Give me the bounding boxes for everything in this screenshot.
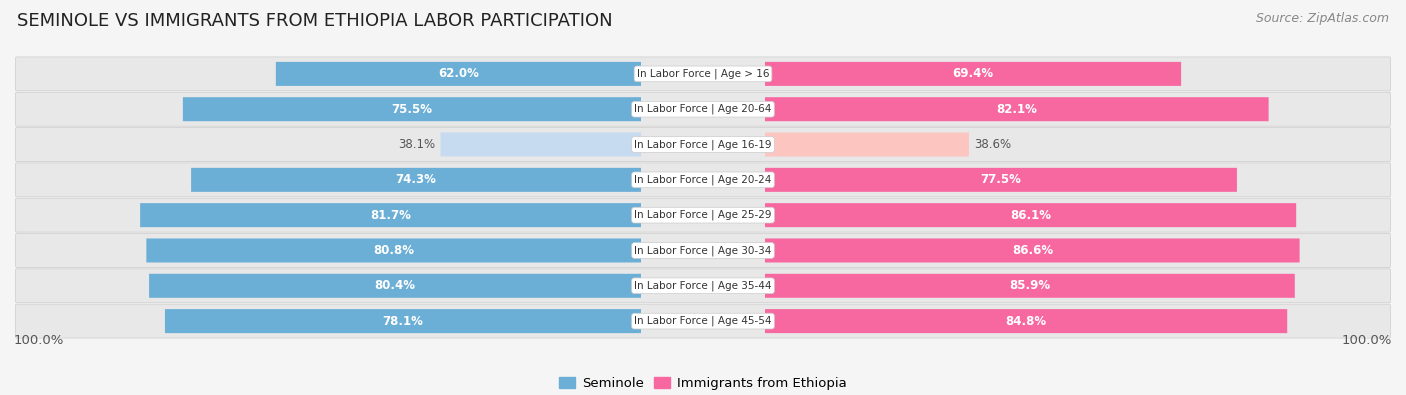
Text: SEMINOLE VS IMMIGRANTS FROM ETHIOPIA LABOR PARTICIPATION: SEMINOLE VS IMMIGRANTS FROM ETHIOPIA LAB…	[17, 12, 613, 30]
Text: In Labor Force | Age 35-44: In Labor Force | Age 35-44	[634, 280, 772, 291]
FancyBboxPatch shape	[15, 92, 1391, 126]
FancyBboxPatch shape	[141, 203, 641, 227]
FancyBboxPatch shape	[276, 62, 641, 86]
FancyBboxPatch shape	[765, 62, 1181, 86]
Text: 78.1%: 78.1%	[382, 314, 423, 327]
FancyBboxPatch shape	[765, 132, 969, 156]
FancyBboxPatch shape	[765, 239, 1299, 263]
FancyBboxPatch shape	[765, 97, 1268, 121]
FancyBboxPatch shape	[15, 304, 1391, 338]
Text: 62.0%: 62.0%	[439, 68, 479, 81]
FancyBboxPatch shape	[765, 274, 1295, 298]
Text: In Labor Force | Age 25-29: In Labor Force | Age 25-29	[634, 210, 772, 220]
Text: 86.1%: 86.1%	[1010, 209, 1052, 222]
FancyBboxPatch shape	[191, 168, 641, 192]
FancyBboxPatch shape	[15, 233, 1391, 267]
Text: In Labor Force | Age 30-34: In Labor Force | Age 30-34	[634, 245, 772, 256]
Text: In Labor Force | Age 16-19: In Labor Force | Age 16-19	[634, 139, 772, 150]
Text: In Labor Force | Age 20-24: In Labor Force | Age 20-24	[634, 175, 772, 185]
FancyBboxPatch shape	[15, 269, 1391, 303]
Text: 80.4%: 80.4%	[374, 279, 416, 292]
Text: 85.9%: 85.9%	[1010, 279, 1050, 292]
FancyBboxPatch shape	[765, 309, 1288, 333]
FancyBboxPatch shape	[165, 309, 641, 333]
Text: 100.0%: 100.0%	[14, 333, 65, 346]
FancyBboxPatch shape	[149, 274, 641, 298]
Legend: Seminole, Immigrants from Ethiopia: Seminole, Immigrants from Ethiopia	[554, 371, 852, 395]
Text: 100.0%: 100.0%	[1341, 333, 1392, 346]
Text: 69.4%: 69.4%	[952, 68, 994, 81]
Text: Source: ZipAtlas.com: Source: ZipAtlas.com	[1256, 12, 1389, 25]
Text: In Labor Force | Age 20-64: In Labor Force | Age 20-64	[634, 104, 772, 115]
FancyBboxPatch shape	[15, 57, 1391, 91]
FancyBboxPatch shape	[765, 168, 1237, 192]
FancyBboxPatch shape	[765, 203, 1296, 227]
Text: In Labor Force | Age > 16: In Labor Force | Age > 16	[637, 69, 769, 79]
Text: 86.6%: 86.6%	[1012, 244, 1053, 257]
Text: In Labor Force | Age 45-54: In Labor Force | Age 45-54	[634, 316, 772, 326]
Text: 74.3%: 74.3%	[395, 173, 436, 186]
FancyBboxPatch shape	[15, 128, 1391, 162]
Text: 80.8%: 80.8%	[373, 244, 415, 257]
FancyBboxPatch shape	[15, 163, 1391, 197]
Text: 84.8%: 84.8%	[1005, 314, 1046, 327]
Text: 75.5%: 75.5%	[391, 103, 433, 116]
Text: 82.1%: 82.1%	[997, 103, 1038, 116]
Text: 77.5%: 77.5%	[980, 173, 1021, 186]
Text: 38.6%: 38.6%	[974, 138, 1011, 151]
FancyBboxPatch shape	[440, 132, 641, 156]
Text: 38.1%: 38.1%	[398, 138, 434, 151]
Text: 81.7%: 81.7%	[370, 209, 411, 222]
FancyBboxPatch shape	[146, 239, 641, 263]
FancyBboxPatch shape	[183, 97, 641, 121]
FancyBboxPatch shape	[15, 198, 1391, 232]
